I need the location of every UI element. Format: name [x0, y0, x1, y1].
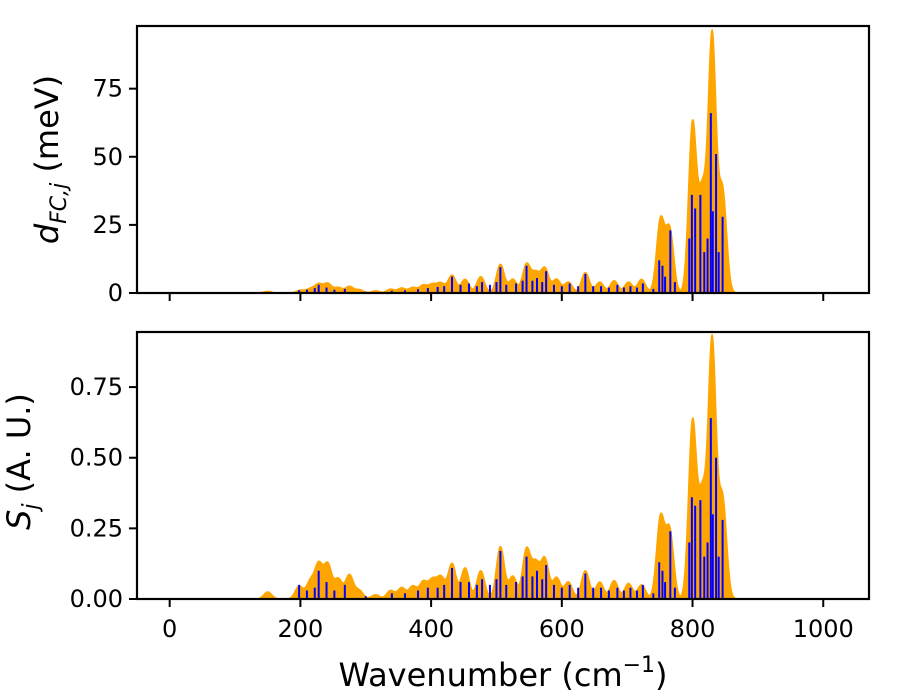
y-tick-label: 0.75 — [70, 373, 123, 401]
x-tick-label: 800 — [670, 615, 716, 643]
x-tick-label: 400 — [408, 615, 454, 643]
axes-frame — [135, 24, 871, 295]
plot-area — [168, 333, 838, 599]
bottom-y-axis-label: Sj (A. U.) — [0, 393, 44, 530]
y-tick-label: 0 — [108, 279, 123, 307]
plot-area — [168, 29, 838, 293]
top-y-axis-label: dFC,j (meV) — [28, 75, 72, 244]
y-tick-label: 25 — [92, 211, 123, 239]
y-tick-label: 0.25 — [70, 514, 123, 542]
x-tick-label: 200 — [277, 615, 323, 643]
axes-frame — [135, 330, 871, 601]
broadened-spectrum-area — [168, 29, 838, 293]
x-tick-label: 0 — [162, 615, 177, 643]
y-tick-label: 75 — [92, 75, 123, 103]
top-panel: 0 25 50 75 — [92, 24, 871, 307]
y-tick-label: 0.50 — [70, 444, 123, 472]
broadened-spectrum-area — [168, 333, 838, 599]
y-tick-label: 50 — [92, 143, 123, 171]
x-tick-label: 1000 — [793, 615, 854, 643]
x-axis-label: Wavenumber (cm−1) — [338, 653, 667, 694]
y-tick-label: 0.00 — [70, 585, 123, 613]
x-tick-label: 600 — [539, 615, 585, 643]
bottom-panel: 0 200 400 600 800 1000 0.00 0.25 0.50 0.75 — [70, 330, 871, 643]
